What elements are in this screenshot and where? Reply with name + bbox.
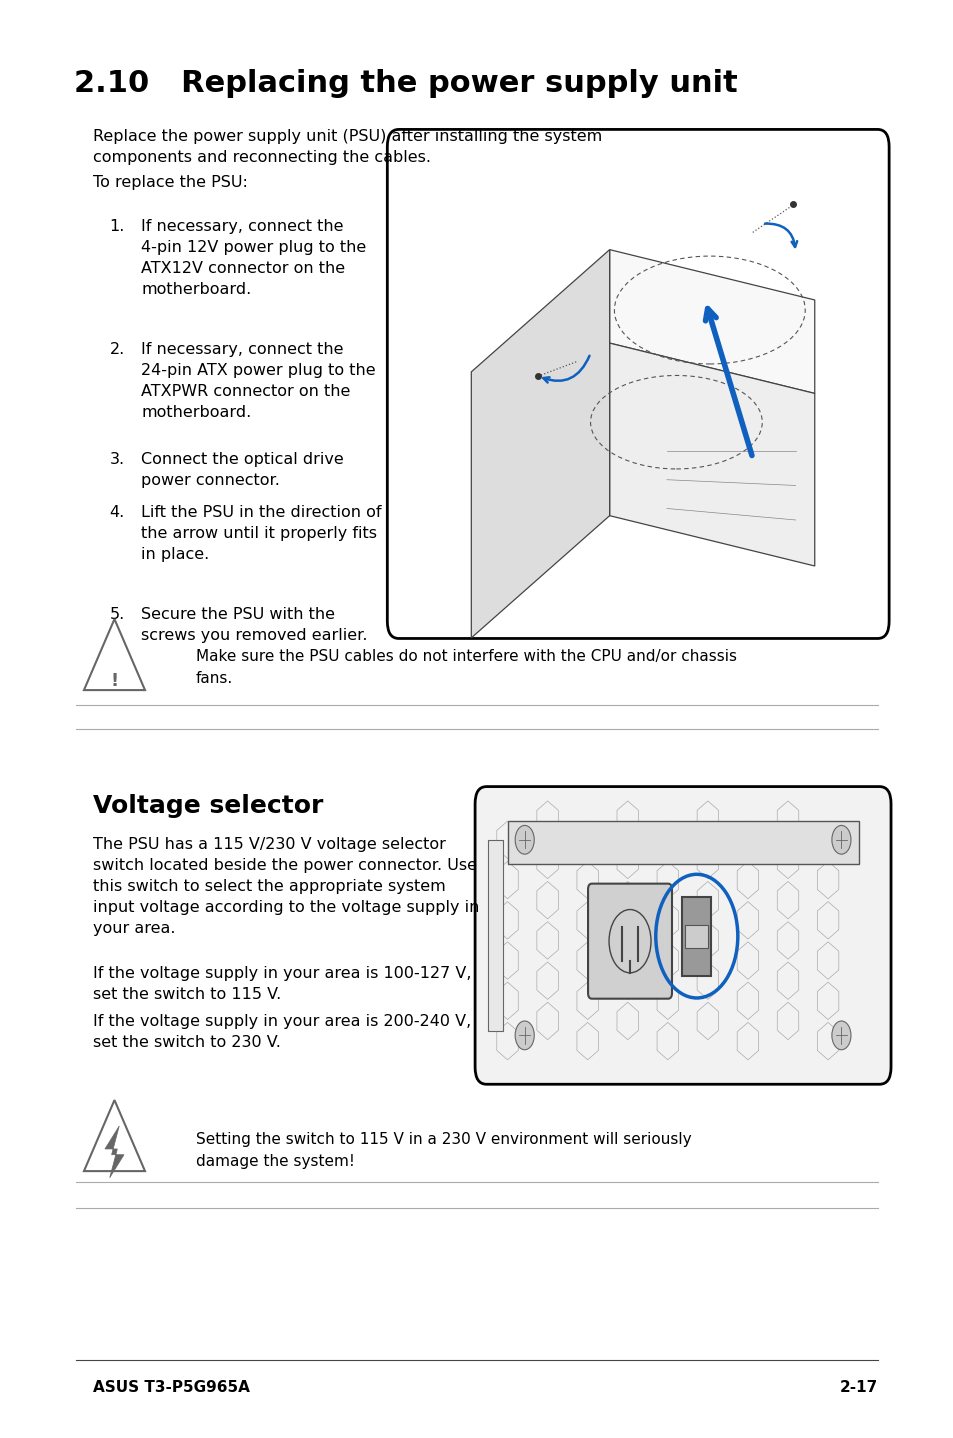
Circle shape <box>831 1021 850 1050</box>
Text: Replace the power supply unit (PSU) after installing the system
components and r: Replace the power supply unit (PSU) afte… <box>93 129 602 165</box>
Polygon shape <box>471 250 609 638</box>
Text: If the voltage supply in your area is 100-127 V,
set the switch to 115 V.: If the voltage supply in your area is 10… <box>93 966 472 1002</box>
Polygon shape <box>609 250 814 394</box>
Text: Connect the optical drive
power connector.: Connect the optical drive power connecto… <box>141 452 344 487</box>
Text: Setting the switch to 115 V in a 230 V environment will seriously
damage the sys: Setting the switch to 115 V in a 230 V e… <box>195 1132 691 1169</box>
Text: If necessary, connect the
24-pin ATX power plug to the
ATXPWR connector on the
m: If necessary, connect the 24-pin ATX pow… <box>141 342 375 420</box>
Text: If necessary, connect the
4-pin 12V power plug to the
ATX12V connector on the
mo: If necessary, connect the 4-pin 12V powe… <box>141 219 366 296</box>
Text: To replace the PSU:: To replace the PSU: <box>93 175 248 190</box>
Text: If the voltage supply in your area is 200-240 V,
set the switch to 230 V.: If the voltage supply in your area is 20… <box>93 1014 471 1050</box>
Text: 3.: 3. <box>110 452 125 466</box>
Circle shape <box>831 825 850 854</box>
FancyBboxPatch shape <box>387 129 888 638</box>
Polygon shape <box>609 344 814 567</box>
FancyBboxPatch shape <box>475 787 890 1084</box>
Text: ASUS T3-P5G965A: ASUS T3-P5G965A <box>93 1380 250 1395</box>
Text: 2-17: 2-17 <box>839 1380 877 1395</box>
Bar <box>488 840 502 1031</box>
Text: The PSU has a 115 V/230 V voltage selector
switch located beside the power conne: The PSU has a 115 V/230 V voltage select… <box>93 837 479 936</box>
Text: 2.10   Replacing the power supply unit: 2.10 Replacing the power supply unit <box>74 69 738 98</box>
Text: 1.: 1. <box>110 219 125 233</box>
Text: Secure the PSU with the
screws you removed earlier.: Secure the PSU with the screws you remov… <box>141 607 367 643</box>
Circle shape <box>515 1021 534 1050</box>
Text: 4.: 4. <box>110 505 125 519</box>
Bar <box>684 925 707 948</box>
Text: !: ! <box>111 672 118 690</box>
Text: 5.: 5. <box>110 607 125 621</box>
Circle shape <box>515 825 534 854</box>
Text: Voltage selector: Voltage selector <box>93 794 323 818</box>
Bar <box>507 821 858 864</box>
Bar <box>681 897 710 975</box>
Polygon shape <box>105 1126 124 1178</box>
Text: Lift the PSU in the direction of
the arrow until it properly fits
in place.: Lift the PSU in the direction of the arr… <box>141 505 381 562</box>
Text: Make sure the PSU cables do not interfere with the CPU and/or chassis
fans.: Make sure the PSU cables do not interfer… <box>195 649 736 686</box>
FancyBboxPatch shape <box>587 883 671 998</box>
Text: 2.: 2. <box>110 342 125 357</box>
